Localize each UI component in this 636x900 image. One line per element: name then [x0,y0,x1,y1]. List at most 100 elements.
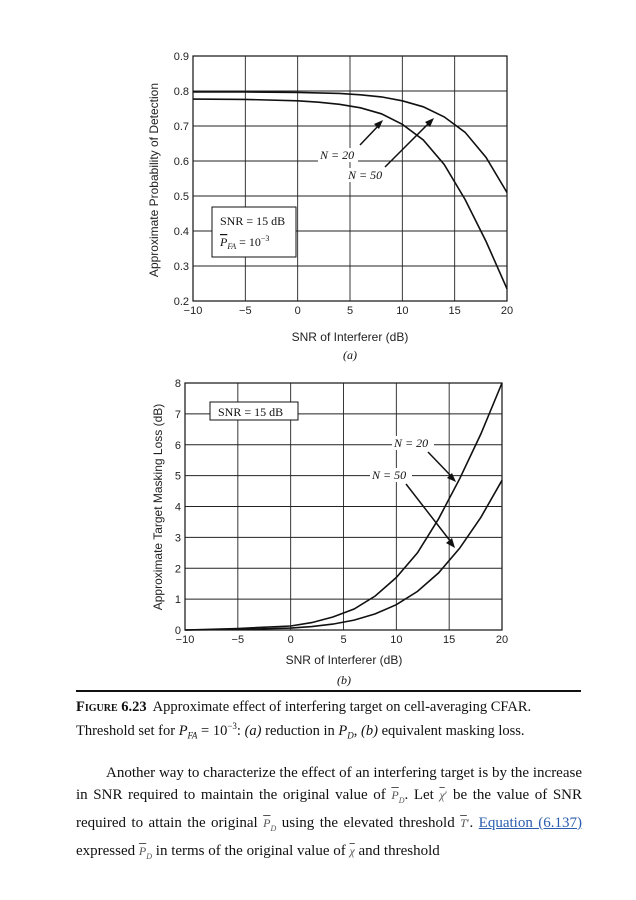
plot-a-ticks: −10 −5 0 5 10 15 20 0.2 0.3 0.4 0.5 0.6 0.7 0.8 0.9 [174,51,513,317]
pd-symbol: P [391,788,399,802]
y-tick-label: 3 [175,532,181,544]
pfa-sub: FA [226,242,236,251]
t-symbol: T [460,816,467,830]
plot-a-arrow-n50 [384,121,431,168]
para-s4: using the elevated threshold [276,815,455,831]
body-paragraph: Another way to characterize the effect o… [76,762,582,868]
y-tick-label: 6 [175,440,181,452]
x-tick-label: 20 [496,634,508,646]
pd-symbol-3: P [138,844,147,858]
y-tick-label: 4 [175,502,181,514]
x-tick-label: −5 [239,305,252,317]
pfa-eq: = 10 [236,235,261,249]
plot-b-label-n20: N = 20 [393,436,428,450]
y-tick-label: 1 [175,594,181,606]
x-tick-label: 5 [347,305,353,317]
series-line-n50 [193,91,508,193]
para-s5: . [469,815,474,831]
y-tick-label: 8 [175,378,181,390]
plot-b-label-n50: N = 50 [371,468,406,482]
pfa-symbol: P [219,235,228,249]
caption-text-6: equivalent masking loss. [377,722,525,739]
y-tick-label: 0.5 [174,191,189,203]
y-tick-label: 7 [175,409,181,421]
chart-b: −10 −5 0 5 10 15 20 0 1 2 3 4 5 6 7 8 SNR of Interferer… [151,378,508,687]
caption-pd-sub: D [347,730,354,741]
series-line-n20 [192,98,508,290]
plot-b-xlabel: SNR of Interferer (dB) [286,653,403,667]
plot-b-arrowhead-n50 [446,538,455,548]
plot-a-box-snr: SNR = 15 dB [220,214,285,228]
plot-a-info-box [211,206,297,258]
plot-a-label-n50: N = 50 [347,168,382,182]
pd-symbol-sub: D [398,796,405,805]
y-tick-label: 5 [175,471,181,483]
chi-prime: ′ [444,788,448,802]
plot-a-box-pfa: PFA = 10−3 [219,234,269,251]
x-tick-label: 15 [443,634,455,646]
caption-b: (b) [361,722,378,739]
y-tick-label: 0.9 [174,51,189,63]
caption-exp: −3 [227,721,237,731]
plot-b-arrow-n50 [405,483,452,543]
para-s2: . Let [404,787,434,803]
y-tick-label: 0.3 [174,261,189,273]
x-tick-label: 0 [295,305,301,317]
x-tick-label: −5 [232,634,245,646]
caption-text-4: reduction in [261,722,339,739]
plot-b-ylabel: Approximate Target Masking Loss (dB) [151,404,165,611]
y-tick-label: 0.4 [174,226,189,238]
figure-number: Figure 6.23 [76,699,147,715]
t-prime: ′ [466,816,470,830]
chi-symbol: χ [439,788,445,802]
para-s6: expressed [76,843,136,859]
caption-text-5: , [353,722,362,739]
plot-a-arrowhead-n50 [425,118,434,127]
chart-a: −10 −5 0 5 10 15 20 0.2 0.3 0.4 0.5 0.6 0.7 0.8 0.9 SN… [147,51,513,362]
caption-text-2: Threshold set for [76,722,176,739]
caption-text-1: Approximate effect of interfering target… [152,699,532,715]
x-tick-label: −10 [184,305,203,317]
caption-eq: = 10 [197,722,228,739]
equation-link[interactable]: Equation (6.137) [478,815,583,831]
plot-a-ylabel: Approximate Probability of Detection [147,83,161,277]
pd-symbol-3-sub: D [146,852,153,861]
para-s8: and threshold [354,843,440,859]
plot-a-n50-bg [346,168,386,182]
y-tick-label: 0.7 [174,121,189,133]
x-tick-label: 10 [390,634,402,646]
pfa-exp: −3 [261,234,270,243]
plot-a-n20-bg [318,148,358,162]
series-line-n50 [184,479,503,631]
plot-b-info-box [209,401,299,421]
y-tick-label: 0 [175,625,181,637]
x-tick-label: 5 [340,634,346,646]
para-s7: in terms of the original value of [152,843,346,859]
x-tick-label: 0 [288,634,294,646]
plot-a-series [192,91,508,290]
plot-b-box-snr: SNR = 15 dB [218,405,283,419]
para-s1: Another way to characterize the effect o… [76,765,582,803]
pd-symbol-2: P [263,816,271,830]
plot-b-series [184,382,503,631]
caption-pd: P [338,722,348,739]
figure-caption: Figure 6.23 Approximate effect of interfe… [76,690,581,746]
y-tick-label: 2 [175,563,181,575]
x-tick-label: 20 [501,305,513,317]
plot-b-n20-bg [392,436,434,450]
plot-b-arrow-n20 [427,451,453,478]
caption-text-3: : [236,722,245,739]
plot-a-panel-label: (a) [343,348,357,362]
x-tick-label: 15 [449,305,461,317]
y-tick-label: 0.6 [174,156,189,168]
plot-b-arrowhead-n20 [447,473,456,482]
plot-a-xlabel: SNR of Interferer (dB) [292,330,409,344]
plot-b-ticks: −10 −5 0 5 10 15 20 0 1 2 3 4 5 6 7 8 [175,378,508,646]
series-line-n20 [184,382,503,631]
para-s3: be the value of SNR required to attain t… [76,787,583,831]
y-tick-label: 0.2 [174,296,189,308]
caption-pfa: P [178,722,188,739]
caption-a: (a) [244,722,262,739]
pd-symbol-2-sub: D [270,824,277,833]
caption-pfa-sub: FA [187,730,198,741]
